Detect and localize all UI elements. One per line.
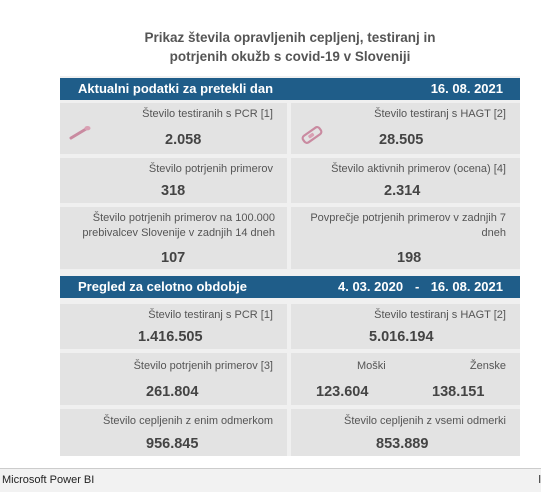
section-total-header: Pregled za celotno obdobje 4. 03. 2020 -… xyxy=(60,276,520,298)
power-bi-link[interactable]: Microsoft Power BI xyxy=(2,474,95,486)
section-total-date-from: 4. 03. 2020 xyxy=(338,279,404,294)
daily-active-value: 2.314 xyxy=(384,183,421,199)
total-pcr-label: Število testiranj s PCR [1] xyxy=(148,309,273,321)
daily-avg7-label: Povprečje potrjenih primerov v zadnjih 7… xyxy=(310,211,506,241)
total-men-label: Moški xyxy=(357,360,386,372)
section-daily-header: Aktualni podatki za pretekli dan 16. 08.… xyxy=(60,78,520,100)
daily-pcr-value: 2.058 xyxy=(165,132,202,148)
total-vacc-all-label: Število cepljenih z vsemi odmerki xyxy=(343,415,506,427)
total-women-label: Ženske xyxy=(469,360,506,372)
total-confirmed-card: Število potrjenih primerov [3] 261.804 xyxy=(60,353,287,405)
antigen-test-icon xyxy=(299,125,325,150)
total-gender-card: Moški Ženske 123.604 138.151 xyxy=(291,353,520,405)
daily-per100k-label-line1: Število potrjenih primerov na 100.000 xyxy=(92,212,275,224)
daily-pcr-label: Število testiranih s PCR [1] xyxy=(142,108,273,120)
daily-per100k-label: Število potrjenih primerov na 100.000 pr… xyxy=(82,211,275,241)
stats-panel: Aktualni podatki za pretekli dan 16. 08.… xyxy=(60,76,520,456)
daily-avg7-card: Povprečje potrjenih primerov v zadnjih 7… xyxy=(291,207,520,269)
daily-pcr-card: Število testiranih s PCR [1] 2.058 xyxy=(60,103,287,154)
daily-per100k-card: Število potrjenih primerov na 100.000 pr… xyxy=(60,207,287,269)
report-title-line2: potrjenih okužb s covid-19 v Sloveniji xyxy=(169,49,411,64)
total-confirmed-value: 261.804 xyxy=(146,384,199,400)
daily-per100k-value: 107 xyxy=(161,250,186,266)
total-men-value: 123.604 xyxy=(316,384,369,400)
total-vacc-one-card: Število cepljenih z enim odmerkom 956.84… xyxy=(60,409,287,456)
total-women-value: 138.151 xyxy=(432,384,485,400)
total-hagt-value: 5.016.194 xyxy=(369,329,434,345)
footer-edge-text: l xyxy=(538,474,541,486)
daily-hagt-value: 28.505 xyxy=(379,132,424,148)
section-daily-title: Aktualni podatki za pretekli dan xyxy=(78,81,274,96)
section-total-date-to: 16. 08. 2021 xyxy=(430,279,503,294)
total-pcr-value: 1.416.505 xyxy=(138,329,203,345)
total-confirmed-label: Število potrjenih primerov [3] xyxy=(133,360,273,372)
daily-avg7-label-line2: dneh xyxy=(481,227,506,239)
pcr-swab-icon xyxy=(68,125,92,146)
section-total-date-dash: - xyxy=(415,279,420,294)
report-title: Prikaz števila opravljenih cepljenj, tes… xyxy=(60,28,520,66)
total-vacc-one-label: Število cepljenih z enim odmerkom xyxy=(103,415,273,427)
daily-active-card: Število aktivnih primerov (ocena) [4] 2.… xyxy=(291,158,520,203)
total-hagt-card: Število testiranj s HAGT [2] 5.016.194 xyxy=(291,304,520,349)
daily-active-label: Število aktivnih primerov (ocena) [4] xyxy=(331,163,506,175)
daily-confirmed-label: Število potrjenih primerov xyxy=(148,163,273,175)
section-daily-date: 16. 08. 2021 xyxy=(430,81,503,96)
total-vacc-one-value: 956.845 xyxy=(146,436,199,452)
total-pcr-card: Število testiranj s PCR [1] 1.416.505 xyxy=(60,304,287,349)
section-total-title: Pregled za celotno obdobje xyxy=(78,279,248,294)
daily-confirmed-value: 318 xyxy=(161,183,186,199)
daily-per100k-label-line2: prebivalcev Slovenije v zadnjih 14 dneh xyxy=(82,227,275,239)
total-vacc-all-value: 853.889 xyxy=(376,436,429,452)
daily-hagt-card: Število testiranj s HAGT [2] 28.505 xyxy=(291,103,520,154)
report-title-line1: Prikaz števila opravljenih cepljenj, tes… xyxy=(144,30,436,45)
total-hagt-label: Število testiranj s HAGT [2] xyxy=(374,309,506,321)
total-vacc-all-card: Število cepljenih z vsemi odmerki 853.88… xyxy=(291,409,520,456)
daily-avg7-value: 198 xyxy=(397,250,422,266)
power-bi-footer: Microsoft Power BI l xyxy=(0,468,541,492)
daily-avg7-label-line1: Povprečje potrjenih primerov v zadnjih 7 xyxy=(310,212,506,224)
daily-hagt-label: Število testiranj s HAGT [2] xyxy=(374,108,506,120)
daily-confirmed-card: Število potrjenih primerov 318 xyxy=(60,158,287,203)
